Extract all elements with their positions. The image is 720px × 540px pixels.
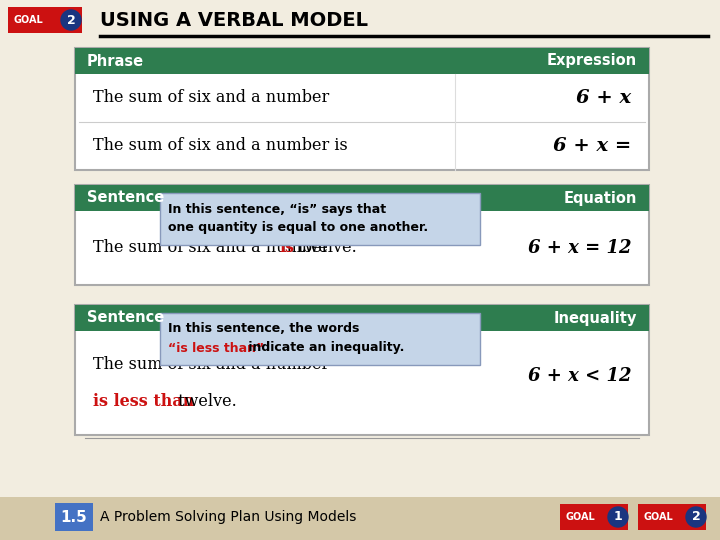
Text: 1: 1 <box>613 510 622 523</box>
Text: twelve.: twelve. <box>173 393 237 410</box>
Text: The sum of six and a number: The sum of six and a number <box>93 356 329 373</box>
Bar <box>8 7 82 33</box>
Text: Equation: Equation <box>564 191 637 206</box>
Bar <box>160 193 480 245</box>
Text: GOAL: GOAL <box>644 512 674 522</box>
Text: 2: 2 <box>692 510 701 523</box>
Text: Sentence: Sentence <box>87 310 164 326</box>
Text: 6 + x = 12: 6 + x = 12 <box>528 239 631 257</box>
Bar <box>75 48 649 170</box>
Text: 6 + x =: 6 + x = <box>553 137 631 155</box>
Text: The sum of six and a number: The sum of six and a number <box>93 90 329 106</box>
Text: 1.5: 1.5 <box>60 510 87 524</box>
Text: is less than: is less than <box>93 393 194 410</box>
Bar <box>0 497 720 540</box>
Circle shape <box>608 507 628 527</box>
Text: GOAL: GOAL <box>566 512 595 522</box>
Text: The sum of six and a number is: The sum of six and a number is <box>93 138 348 154</box>
Text: A Problem Solving Plan Using Models: A Problem Solving Plan Using Models <box>100 510 356 524</box>
Text: 6 + x < 12: 6 + x < 12 <box>528 367 631 384</box>
Bar <box>75 305 649 435</box>
Bar <box>55 503 93 531</box>
Text: indicate an inequality.: indicate an inequality. <box>243 341 404 354</box>
Text: Sentence: Sentence <box>87 191 164 206</box>
Bar <box>638 504 706 530</box>
Text: USING A VERBAL MODEL: USING A VERBAL MODEL <box>100 10 368 30</box>
Bar <box>75 305 649 331</box>
Text: In this sentence, “is” says that: In this sentence, “is” says that <box>168 202 386 215</box>
Bar <box>160 313 480 365</box>
Text: Expression: Expression <box>547 53 637 69</box>
Text: 6 + x: 6 + x <box>576 89 631 107</box>
Bar <box>75 48 649 74</box>
Bar <box>560 504 628 530</box>
Text: twelve.: twelve. <box>292 240 356 256</box>
Text: The sum of six and a number: The sum of six and a number <box>93 240 334 256</box>
Circle shape <box>686 507 706 527</box>
Bar <box>75 185 649 211</box>
Bar <box>75 185 649 285</box>
Text: In this sentence, the words: In this sentence, the words <box>168 322 359 335</box>
Text: Inequality: Inequality <box>554 310 637 326</box>
Text: Phrase: Phrase <box>87 53 144 69</box>
Text: GOAL: GOAL <box>14 15 44 25</box>
Text: is: is <box>279 240 294 256</box>
Circle shape <box>61 10 81 30</box>
Text: one quantity is equal to one another.: one quantity is equal to one another. <box>168 221 428 234</box>
Text: “is less than”: “is less than” <box>168 341 264 354</box>
Text: 2: 2 <box>67 14 76 26</box>
